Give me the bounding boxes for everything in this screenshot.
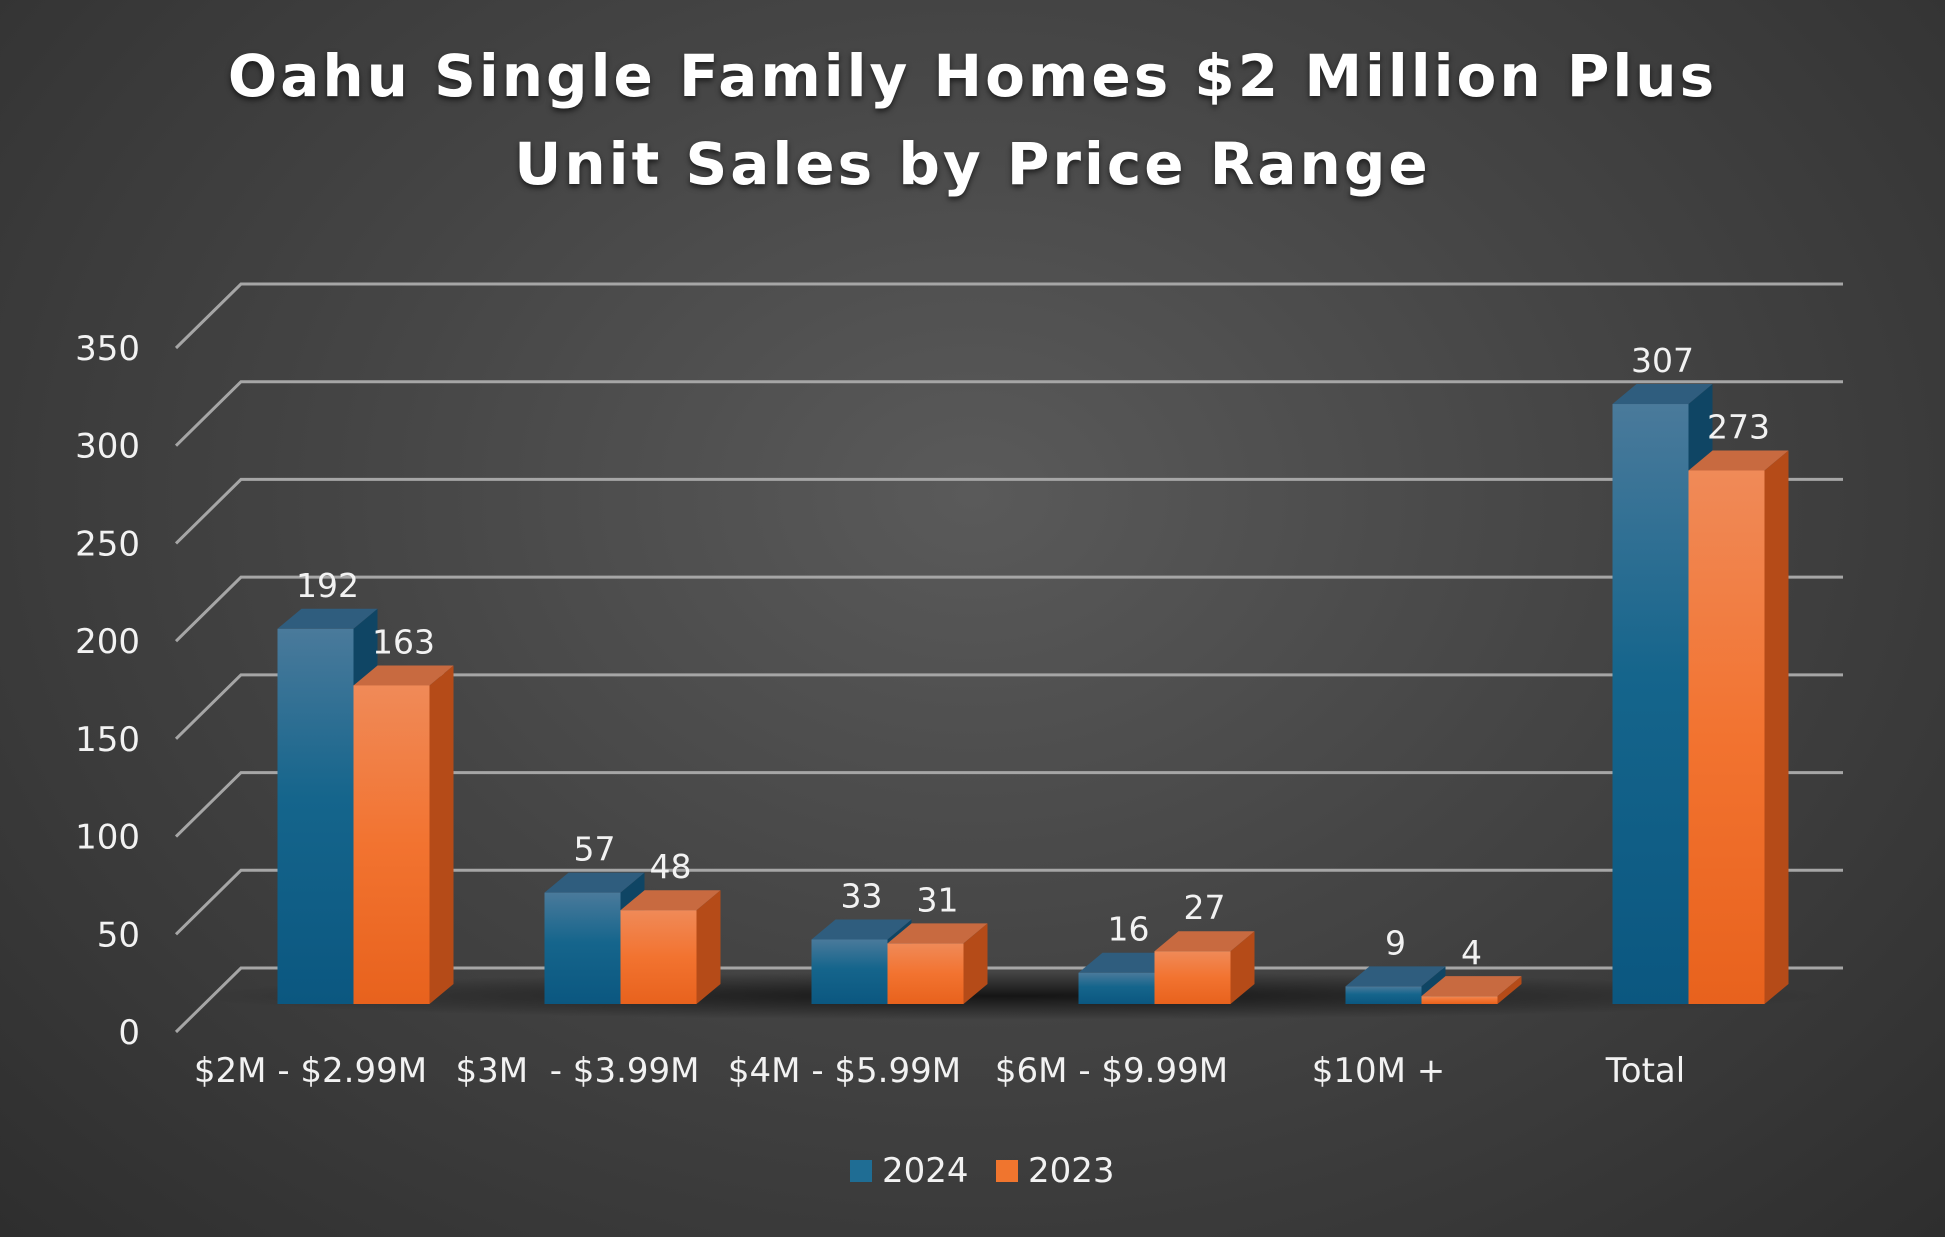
gridline bbox=[174, 673, 1843, 740]
bar-side bbox=[696, 890, 721, 1004]
data-label: 16 bbox=[1108, 910, 1150, 949]
gridline bbox=[174, 575, 1843, 643]
bar-group: 31 bbox=[887, 880, 988, 1004]
bar-group: 27 bbox=[1154, 888, 1255, 1004]
y-tick-label: 200 bbox=[75, 622, 140, 662]
y-axis: 0 50 100 150 200 250 300 350 bbox=[75, 329, 140, 1053]
gridlines bbox=[174, 282, 1843, 1034]
x-tick-label: $3M - $3.99M bbox=[456, 1051, 700, 1091]
bar-side bbox=[1230, 931, 1255, 1004]
gridline bbox=[174, 477, 1843, 545]
bar-top bbox=[1688, 450, 1789, 471]
data-label: 27 bbox=[1184, 888, 1226, 927]
bar-group: 273 bbox=[1688, 407, 1789, 1005]
x-tick-label: $6M - $9.99M bbox=[995, 1051, 1228, 1091]
bar-top bbox=[544, 872, 645, 893]
data-label: 31 bbox=[917, 880, 959, 919]
bar bbox=[1078, 972, 1155, 1004]
bar-top bbox=[620, 890, 721, 911]
y-tick-label: 250 bbox=[75, 524, 140, 564]
bar-side bbox=[1497, 976, 1522, 1004]
bar bbox=[1345, 986, 1422, 1004]
bar-top bbox=[887, 923, 988, 944]
data-label: 57 bbox=[574, 830, 616, 869]
data-label: 33 bbox=[841, 877, 883, 916]
gridline bbox=[174, 771, 1843, 838]
data-label: 163 bbox=[372, 622, 435, 661]
legend-swatch bbox=[850, 1160, 872, 1182]
x-axis: $2M - $2.99M $3M - $3.99M $4M - $5.99M $6M … bbox=[194, 1051, 1685, 1091]
y-tick-label: 50 bbox=[97, 915, 140, 955]
bar-top bbox=[1078, 952, 1179, 973]
bar-group: 16 bbox=[1078, 910, 1179, 1004]
chart-title: Oahu Single Family Homes $2 Million Plus bbox=[227, 42, 1718, 110]
bar-top bbox=[1612, 384, 1713, 405]
gridline bbox=[174, 966, 1843, 1034]
data-label: 192 bbox=[296, 566, 359, 605]
bar-top bbox=[277, 608, 378, 629]
gridline bbox=[174, 380, 1843, 447]
gridline bbox=[174, 868, 1843, 936]
bar-group: 163 bbox=[353, 622, 454, 1004]
y-tick-label: 300 bbox=[75, 427, 140, 467]
legend-item: 2024 bbox=[850, 1151, 969, 1191]
data-label: 4 bbox=[1461, 933, 1482, 972]
bar-side bbox=[429, 665, 454, 1004]
data-label: 48 bbox=[650, 847, 692, 886]
bar bbox=[811, 939, 888, 1004]
y-tick-label: 100 bbox=[75, 818, 140, 858]
bar bbox=[1421, 996, 1498, 1004]
bar bbox=[620, 910, 697, 1004]
x-tick-label: $10M + bbox=[1312, 1051, 1446, 1091]
bar bbox=[277, 628, 354, 1004]
bar bbox=[1154, 951, 1231, 1004]
bar-side bbox=[963, 923, 988, 1004]
bar-top bbox=[1421, 976, 1522, 997]
bar bbox=[1612, 404, 1689, 1004]
bar-group: 48 bbox=[620, 847, 721, 1004]
legend-item: 2023 bbox=[996, 1151, 1115, 1191]
bars: 192 163 57 48 33 31 16 27 9 4 307 273 bbox=[190, 341, 1830, 1020]
data-label: 307 bbox=[1631, 341, 1694, 380]
bar-side bbox=[1764, 450, 1789, 1005]
y-tick-label: 150 bbox=[75, 720, 140, 760]
gridline bbox=[174, 282, 1843, 350]
legend-label: 2024 bbox=[882, 1151, 969, 1191]
bar bbox=[544, 892, 621, 1004]
chart-subtitle: Unit Sales by Price Range bbox=[514, 130, 1431, 198]
bar bbox=[353, 685, 430, 1004]
data-label: 9 bbox=[1385, 923, 1406, 962]
legend: 2024 2023 bbox=[850, 1151, 1115, 1191]
data-label: 273 bbox=[1707, 407, 1770, 446]
y-tick-label: 350 bbox=[75, 329, 140, 369]
x-tick-label: Total bbox=[1605, 1051, 1685, 1091]
legend-swatch bbox=[996, 1160, 1018, 1182]
bar-top bbox=[353, 665, 454, 686]
bar-group: 4 bbox=[1421, 933, 1522, 1004]
bar bbox=[887, 943, 964, 1004]
bar-top bbox=[1345, 966, 1446, 987]
bar-top bbox=[811, 919, 912, 940]
x-tick-label: $2M - $2.99M bbox=[194, 1051, 427, 1091]
x-tick-label: $4M - $5.99M bbox=[728, 1051, 961, 1091]
bar-top bbox=[1154, 931, 1255, 952]
bar-group: 9 bbox=[1345, 923, 1446, 1004]
legend-label: 2023 bbox=[1028, 1151, 1115, 1191]
bar bbox=[1688, 470, 1765, 1005]
y-tick-label: 0 bbox=[118, 1013, 140, 1053]
